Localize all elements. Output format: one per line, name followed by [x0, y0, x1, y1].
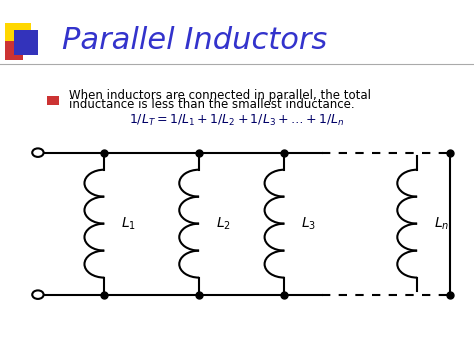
- FancyBboxPatch shape: [5, 23, 31, 44]
- Text: $\mathit{L}_{n}$: $\mathit{L}_{n}$: [434, 215, 449, 232]
- Text: $\mathit{L}_{1}$: $\mathit{L}_{1}$: [121, 215, 136, 232]
- Text: When inductors are connected in parallel, the total: When inductors are connected in parallel…: [69, 89, 371, 102]
- FancyBboxPatch shape: [14, 30, 38, 55]
- FancyBboxPatch shape: [47, 96, 59, 105]
- FancyBboxPatch shape: [5, 41, 23, 60]
- Text: $\mathit{L}_{2}$: $\mathit{L}_{2}$: [216, 215, 231, 232]
- Circle shape: [32, 290, 44, 299]
- Text: $1/L_T = 1/L_1 + 1/L_2 + 1/L_3 + \ldots + 1/L_n$: $1/L_T = 1/L_1 + 1/L_2 + 1/L_3 + \ldots …: [129, 113, 345, 127]
- Text: inductance is less than the smallest inductance.: inductance is less than the smallest ind…: [69, 98, 355, 111]
- Circle shape: [32, 148, 44, 157]
- Text: Parallel Inductors: Parallel Inductors: [62, 26, 327, 55]
- Text: $\mathit{L}_{3}$: $\mathit{L}_{3}$: [301, 215, 316, 232]
